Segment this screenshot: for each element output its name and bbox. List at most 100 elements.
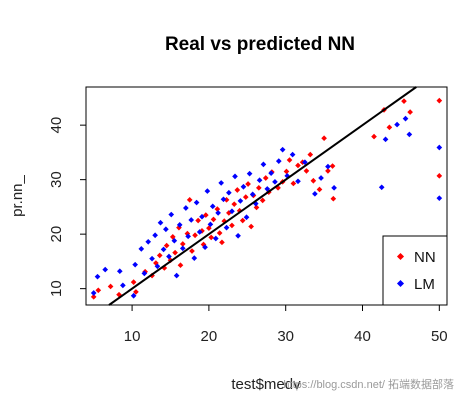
point-lm — [243, 214, 250, 221]
point-nn — [310, 177, 317, 184]
legend-nn-marker — [396, 252, 405, 261]
point-nn — [303, 168, 310, 174]
point-nn — [262, 175, 269, 181]
point-lm — [185, 233, 191, 240]
point-lm — [275, 158, 282, 164]
point-lm — [272, 179, 278, 185]
point-nn — [371, 133, 377, 140]
point-lm — [163, 226, 169, 233]
point-nn — [133, 289, 139, 295]
legend-box — [382, 235, 448, 306]
plot-area: 10 20 30 40 50 10 20 30 40 — [48, 86, 448, 345]
x-tick-label: 40 — [354, 328, 371, 345]
y-tick-label: 30 — [48, 171, 65, 188]
point-lm — [130, 292, 137, 299]
point-nn — [95, 287, 102, 294]
point-lm — [256, 177, 263, 184]
point-nn — [248, 223, 254, 230]
point-nn — [295, 162, 301, 169]
point-lm — [204, 188, 211, 194]
point-lm — [141, 270, 148, 277]
y-axis-label: pr.nn_ — [9, 174, 26, 216]
point-lm — [264, 186, 271, 192]
point-nn — [329, 163, 336, 169]
point-lm — [406, 131, 413, 138]
point-lm — [171, 237, 178, 244]
point-lm — [120, 282, 126, 289]
point-nn — [208, 234, 215, 241]
legend-nn-label: NN — [414, 249, 436, 266]
point-nn — [436, 173, 443, 179]
point-nn — [325, 168, 331, 174]
x-axis-label: test$medv — [231, 376, 301, 393]
point-lm — [179, 245, 186, 252]
point-lm — [188, 217, 195, 223]
point-nn — [189, 248, 195, 254]
point-lm — [90, 290, 97, 296]
point-nn — [242, 194, 249, 200]
point-nn — [177, 262, 184, 269]
y-axis: 10 20 30 40 — [48, 117, 86, 297]
reference-line — [108, 86, 417, 306]
point-nn — [90, 293, 97, 300]
point-lm — [279, 146, 286, 153]
point-nn — [286, 157, 293, 163]
x-axis: 10 20 30 40 50 — [124, 305, 448, 345]
point-lm — [168, 211, 175, 218]
point-nn — [234, 187, 241, 193]
point-nn — [216, 230, 223, 236]
point-nn — [283, 168, 290, 175]
point-lm — [193, 199, 200, 206]
point-nn — [172, 249, 178, 256]
point-lm — [226, 189, 232, 196]
y-tick-label: 20 — [48, 226, 65, 243]
watermark: https://blog.csdn.net/ 拓端数据部落 — [283, 377, 454, 391]
x-tick-label: 50 — [431, 328, 448, 345]
x-tick-label: 20 — [201, 328, 218, 345]
point-lm — [196, 229, 203, 235]
point-nn — [290, 180, 297, 187]
point-nn — [195, 217, 201, 224]
point-lm — [212, 235, 219, 242]
point-lm — [166, 253, 172, 260]
point-nn — [321, 135, 327, 142]
point-lm — [237, 198, 244, 204]
point-lm — [183, 205, 189, 211]
point-lm — [246, 170, 253, 177]
legend-lm-label: LM — [414, 276, 435, 293]
point-nn — [130, 279, 137, 285]
point-nn — [253, 204, 260, 211]
point-nn — [386, 124, 393, 131]
point-nn — [210, 216, 217, 223]
point-lm — [260, 161, 267, 168]
point-lm — [331, 184, 337, 191]
point-lm — [173, 272, 180, 279]
point-lm — [268, 170, 274, 176]
point-nn — [214, 206, 221, 212]
point-lm — [235, 232, 241, 239]
x-tick-label: 10 — [124, 328, 141, 345]
point-lm — [402, 115, 409, 122]
chart-title: Real vs predicted NN — [165, 34, 355, 55]
point-lm — [199, 213, 205, 220]
series-lm — [90, 115, 443, 299]
point-nn — [401, 98, 407, 104]
point-lm — [295, 178, 301, 185]
point-lm — [138, 246, 145, 252]
point-lm — [94, 273, 101, 280]
plot-frame — [85, 86, 448, 306]
point-lm — [378, 184, 385, 191]
point-nn — [316, 186, 323, 193]
point-lm — [191, 255, 198, 261]
point-nn — [231, 201, 238, 208]
point-nn — [245, 181, 251, 187]
point-lm — [229, 208, 235, 215]
point-lm — [176, 222, 183, 228]
point-lm — [132, 261, 138, 268]
point-nn — [156, 252, 163, 259]
point-lm — [302, 159, 308, 166]
point-lm — [325, 163, 331, 170]
point-nn — [179, 241, 186, 247]
point-lm — [394, 121, 400, 128]
